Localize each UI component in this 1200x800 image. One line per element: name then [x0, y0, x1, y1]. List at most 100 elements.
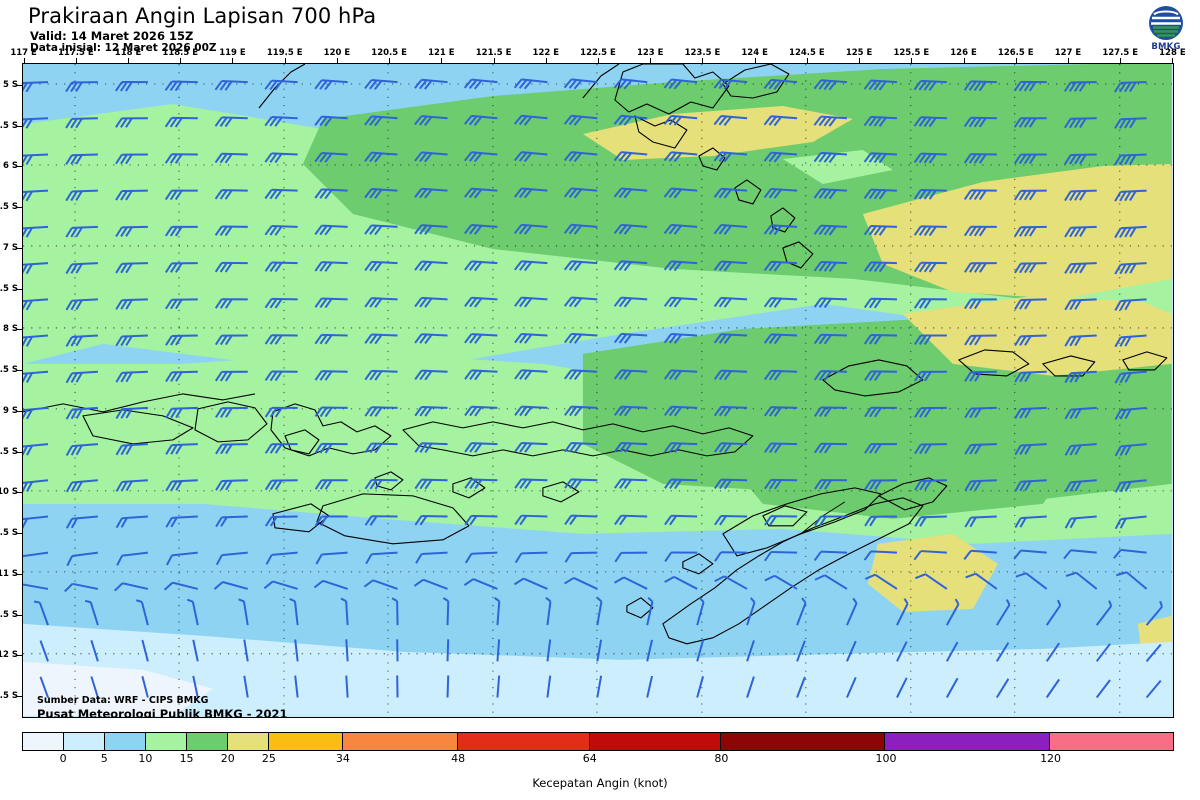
wind-barb [591, 596, 603, 627]
longitude-tick-label: 122.5 E [580, 48, 616, 58]
wind-barb [1063, 406, 1099, 420]
wind-barb [963, 443, 999, 456]
latitude-tick-label: 11 S [0, 568, 18, 579]
wind-barb [213, 579, 249, 599]
wind-barb [913, 370, 948, 382]
wind-barb [464, 551, 499, 564]
wind-barb [114, 443, 150, 456]
wind-barb [264, 406, 299, 418]
wind-barb [464, 478, 499, 491]
wind-barb [135, 597, 149, 628]
colorbar-segment[interactable] [458, 733, 590, 750]
colorbar-segment[interactable] [228, 733, 270, 750]
wind-barb [164, 189, 199, 201]
wind-barb [23, 443, 50, 458]
wind-barb [413, 187, 449, 201]
wind-barb [841, 597, 859, 627]
longitude-tick-label: 120 E [323, 48, 351, 58]
wind-barb [991, 598, 1013, 627]
colorbar-segment[interactable] [1049, 733, 1173, 750]
wind-barb [1063, 298, 1099, 311]
wind-barb [945, 641, 959, 663]
wind-barb [563, 296, 599, 310]
wind-barb [963, 515, 999, 528]
wind-barb [314, 188, 349, 201]
colorbar-segment[interactable] [885, 733, 1050, 750]
wind-barb [913, 116, 948, 129]
map-plot-area[interactable]: Sumber Data: WRF - CIPS BMKG Pusat Meteo… [22, 63, 1174, 718]
wind-barb [963, 152, 998, 165]
initial-data-label: Data inisial: 12 Maret 2026 00Z [30, 42, 217, 54]
wind-barb [664, 551, 699, 563]
wind-barb [963, 370, 999, 383]
wind-barb [713, 405, 749, 418]
wind-barb [446, 674, 450, 699]
wind-barb [563, 186, 599, 201]
lat-lon-gridlines [23, 64, 1172, 716]
wind-barb [214, 406, 249, 419]
colorbar-segment[interactable] [187, 733, 229, 750]
colorbar-segment[interactable] [269, 733, 344, 750]
wind-barb [663, 441, 699, 455]
latitude-tick-label: 7.5 S [0, 283, 18, 294]
wind-barb [23, 153, 50, 166]
colorbar-segment[interactable] [721, 733, 886, 750]
wind-barb [237, 597, 249, 627]
wind-barb [814, 571, 848, 598]
longitude-tick [545, 58, 547, 63]
latitude-tick [17, 84, 22, 86]
wind-barb [514, 551, 549, 564]
latitude-tick [17, 451, 22, 453]
wind-barb [995, 641, 1010, 663]
colorbar-segment[interactable] [64, 733, 106, 750]
wind-barb [33, 598, 49, 628]
colorbar-segment[interactable] [23, 733, 65, 750]
wind-barb [463, 223, 499, 237]
wind-barb [963, 262, 998, 274]
wind-barb [1095, 679, 1112, 699]
wind-barb [446, 638, 450, 663]
wind-barb [845, 640, 857, 663]
longitude-tick [963, 58, 965, 63]
wind-barb [813, 260, 848, 274]
wind-barb [563, 259, 599, 274]
wind-barb [596, 638, 603, 663]
colorbar-segment[interactable] [146, 733, 188, 750]
wind-barb [813, 115, 848, 129]
wind-barb [663, 187, 699, 201]
wind-barb [294, 674, 299, 699]
colorbar-segment[interactable] [589, 733, 722, 750]
wind-barb [65, 551, 101, 567]
wind-barb [391, 597, 399, 627]
wind-barb [23, 117, 50, 130]
colorbar-tick-label: 48 [451, 752, 466, 765]
wind-barb [314, 370, 349, 382]
wind-barb [141, 639, 149, 663]
latitude-tick [17, 410, 22, 412]
office-credit: Pusat Meteorologi Publik BMKG - 2021 [37, 707, 288, 718]
wind-barb [913, 261, 948, 274]
wind-barb [314, 515, 349, 527]
wind-barb [463, 575, 499, 599]
wind-barb [314, 333, 349, 346]
wind-barb [1013, 117, 1048, 129]
wind-barb [813, 333, 848, 346]
colorbar-segment[interactable] [343, 733, 459, 750]
latitude-tick-label: 10.5 S [0, 528, 18, 539]
latitude-tick-label: 9 S [3, 405, 18, 416]
colorbar-segment[interactable] [105, 733, 147, 750]
wind-barb [364, 369, 399, 382]
wind-barb [23, 515, 50, 530]
wind-barb [114, 189, 150, 202]
wind-speed-colorbar[interactable] [22, 732, 1174, 751]
wind-barb [1013, 443, 1049, 456]
wind-barb [913, 79, 948, 93]
latitude-tick [17, 370, 22, 372]
wind-barb [741, 596, 757, 627]
wind-barb [1141, 600, 1165, 627]
longitude-tick [232, 58, 234, 63]
longitude-tick-label: 122 E [532, 48, 560, 58]
wind-barb [114, 298, 150, 311]
wind-barb [1013, 406, 1049, 420]
